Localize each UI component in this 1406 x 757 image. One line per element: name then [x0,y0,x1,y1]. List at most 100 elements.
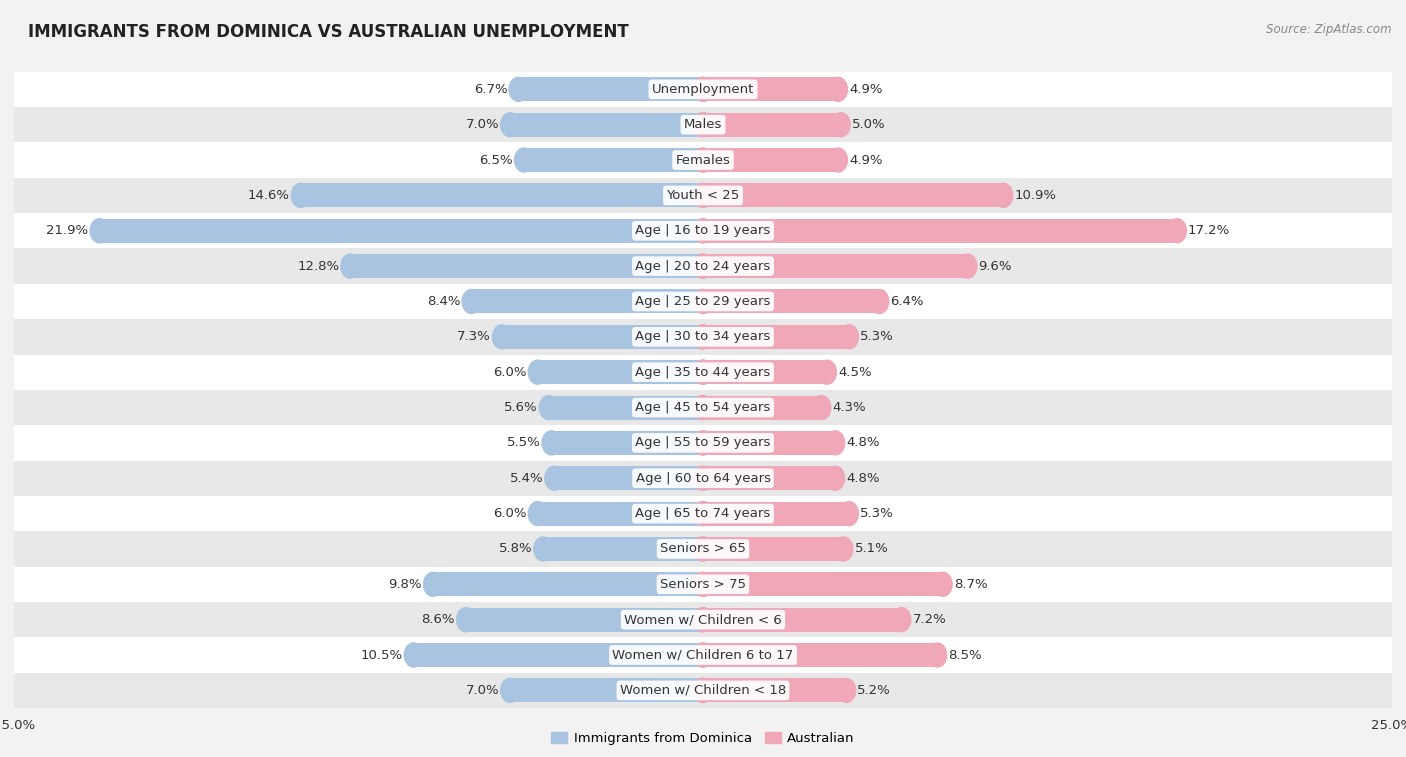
Circle shape [509,77,527,101]
Text: 5.2%: 5.2% [858,684,891,697]
Text: Seniors > 65: Seniors > 65 [659,543,747,556]
Bar [537,502,703,525]
Text: Age | 35 to 44 years: Age | 35 to 44 years [636,366,770,378]
Text: 10.5%: 10.5% [360,649,402,662]
Circle shape [693,360,713,385]
Bar [554,466,703,491]
Circle shape [534,537,553,561]
Text: 5.6%: 5.6% [503,401,537,414]
Bar [14,319,1392,354]
Text: Women w/ Children 6 to 17: Women w/ Children 6 to 17 [613,649,793,662]
Circle shape [693,219,713,243]
Text: Age | 45 to 54 years: Age | 45 to 54 years [636,401,770,414]
Circle shape [825,466,845,491]
Circle shape [693,572,713,597]
Circle shape [693,395,713,419]
Circle shape [870,289,889,313]
Text: 5.3%: 5.3% [860,330,894,344]
Circle shape [693,77,713,101]
Text: Age | 16 to 19 years: Age | 16 to 19 years [636,224,770,237]
Bar [537,360,703,385]
Bar [14,390,1392,425]
Bar [703,77,838,101]
Text: 5.5%: 5.5% [506,436,540,450]
Bar [413,643,703,667]
Circle shape [693,537,713,561]
Bar [350,254,703,278]
Text: 8.6%: 8.6% [422,613,456,626]
Bar [100,219,703,243]
Circle shape [340,254,360,278]
Circle shape [693,537,713,561]
Bar [14,637,1392,673]
Circle shape [693,325,713,349]
Circle shape [818,360,837,385]
Circle shape [693,77,713,101]
Circle shape [934,572,952,597]
Bar [14,213,1392,248]
Bar [510,113,703,137]
Circle shape [529,502,547,525]
Bar [703,289,879,313]
Circle shape [693,608,713,631]
Bar [14,178,1392,213]
Text: Age | 30 to 34 years: Age | 30 to 34 years [636,330,770,344]
Text: 4.8%: 4.8% [846,436,880,450]
Circle shape [1167,219,1187,243]
Circle shape [463,289,481,313]
Legend: Immigrants from Dominica, Australian: Immigrants from Dominica, Australian [546,727,860,750]
Bar [703,502,849,525]
Circle shape [828,77,848,101]
Circle shape [693,219,713,243]
Text: 9.8%: 9.8% [388,578,422,590]
Text: Age | 20 to 24 years: Age | 20 to 24 years [636,260,770,273]
Text: 7.2%: 7.2% [912,613,946,626]
Circle shape [834,537,853,561]
Bar [548,395,703,419]
Circle shape [693,254,713,278]
Circle shape [543,431,561,455]
Circle shape [501,113,519,137]
Bar [703,608,901,631]
Circle shape [457,608,475,631]
Text: 17.2%: 17.2% [1188,224,1230,237]
Text: Women w/ Children < 18: Women w/ Children < 18 [620,684,786,697]
Bar [14,248,1392,284]
Text: 7.0%: 7.0% [465,118,499,131]
Bar [524,148,703,172]
Bar [703,431,835,455]
Bar [703,360,827,385]
Circle shape [693,360,713,385]
Circle shape [492,325,512,349]
Bar [471,289,703,313]
Bar [14,602,1392,637]
Bar [14,107,1392,142]
Circle shape [693,643,713,667]
Circle shape [693,325,713,349]
Text: Males: Males [683,118,723,131]
Bar [433,572,703,597]
Text: 12.8%: 12.8% [297,260,339,273]
Text: 5.3%: 5.3% [860,507,894,520]
Circle shape [405,643,423,667]
Bar [519,77,703,101]
Text: Seniors > 75: Seniors > 75 [659,578,747,590]
Circle shape [693,502,713,525]
Text: 21.9%: 21.9% [46,224,89,237]
Text: 5.8%: 5.8% [499,543,531,556]
Circle shape [693,148,713,172]
Circle shape [515,148,533,172]
Circle shape [693,678,713,702]
Circle shape [544,466,564,491]
Bar [301,183,703,207]
Circle shape [839,502,859,525]
Text: Age | 60 to 64 years: Age | 60 to 64 years [636,472,770,484]
Circle shape [501,678,519,702]
Text: 14.6%: 14.6% [247,189,290,202]
Circle shape [693,113,713,137]
Text: 9.6%: 9.6% [979,260,1012,273]
Bar [14,673,1392,708]
Bar [703,643,938,667]
Bar [703,183,1004,207]
Bar [14,284,1392,319]
